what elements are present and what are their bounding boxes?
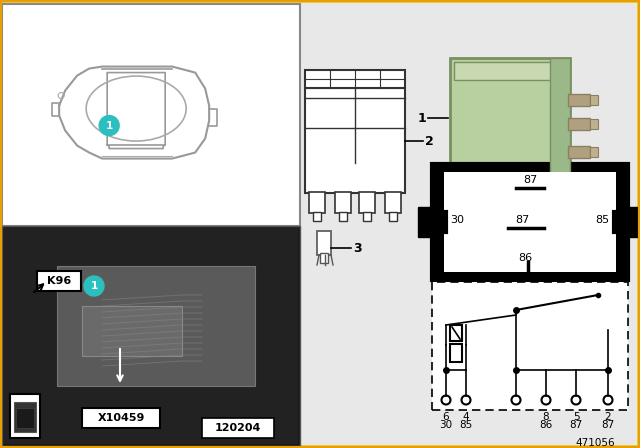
Bar <box>590 119 598 129</box>
Bar <box>432 282 628 410</box>
Text: 85: 85 <box>595 215 609 225</box>
Text: 87: 87 <box>523 175 537 185</box>
Text: 85: 85 <box>460 420 472 430</box>
Bar <box>317 231 331 255</box>
Bar <box>590 147 598 157</box>
Bar <box>550 58 570 178</box>
Bar <box>363 212 371 221</box>
Bar <box>450 325 462 341</box>
Text: 86: 86 <box>540 420 552 430</box>
Bar <box>628 207 640 237</box>
Bar <box>4 228 298 444</box>
Bar <box>305 88 405 193</box>
Bar <box>305 70 405 88</box>
Bar <box>16 408 34 428</box>
Bar <box>82 408 160 428</box>
Text: 2: 2 <box>424 134 433 147</box>
Text: 30: 30 <box>450 215 464 225</box>
Text: 4: 4 <box>463 412 469 422</box>
Bar <box>359 192 375 213</box>
Text: K96: K96 <box>47 276 71 286</box>
Bar <box>37 271 81 291</box>
Bar <box>320 253 328 263</box>
Bar <box>10 394 40 438</box>
Bar <box>450 58 570 178</box>
Text: 1: 1 <box>106 121 113 130</box>
Bar <box>2 226 300 446</box>
Bar <box>82 306 182 356</box>
Bar <box>568 118 590 130</box>
Text: 87: 87 <box>515 215 529 225</box>
Bar <box>568 94 590 106</box>
Bar <box>385 192 401 213</box>
Circle shape <box>99 116 119 136</box>
Bar <box>450 344 462 362</box>
Bar <box>14 402 36 432</box>
Bar <box>432 164 628 280</box>
Bar <box>335 192 351 213</box>
Text: 120204: 120204 <box>215 423 261 433</box>
Text: 471056: 471056 <box>575 438 615 448</box>
Bar <box>313 212 321 221</box>
Text: 5: 5 <box>573 412 579 422</box>
Text: 30: 30 <box>440 420 452 430</box>
Text: 8: 8 <box>543 412 549 422</box>
Bar <box>454 62 566 80</box>
Bar <box>444 172 616 272</box>
Bar <box>57 266 255 386</box>
Bar <box>418 207 432 237</box>
Text: 6: 6 <box>443 412 449 422</box>
Text: 87: 87 <box>570 420 582 430</box>
Text: 86: 86 <box>518 253 532 263</box>
Bar <box>590 95 598 105</box>
Bar <box>309 192 325 213</box>
Text: 1: 1 <box>418 112 426 125</box>
Text: 87: 87 <box>602 420 614 430</box>
Text: 1: 1 <box>90 281 98 291</box>
Text: 2: 2 <box>605 412 611 422</box>
Bar <box>202 418 274 438</box>
Bar <box>568 146 590 158</box>
Circle shape <box>84 276 104 296</box>
Bar <box>339 212 347 221</box>
Text: X10459: X10459 <box>97 413 145 423</box>
Bar <box>2 4 300 226</box>
Bar <box>389 212 397 221</box>
Text: 3: 3 <box>353 241 362 254</box>
